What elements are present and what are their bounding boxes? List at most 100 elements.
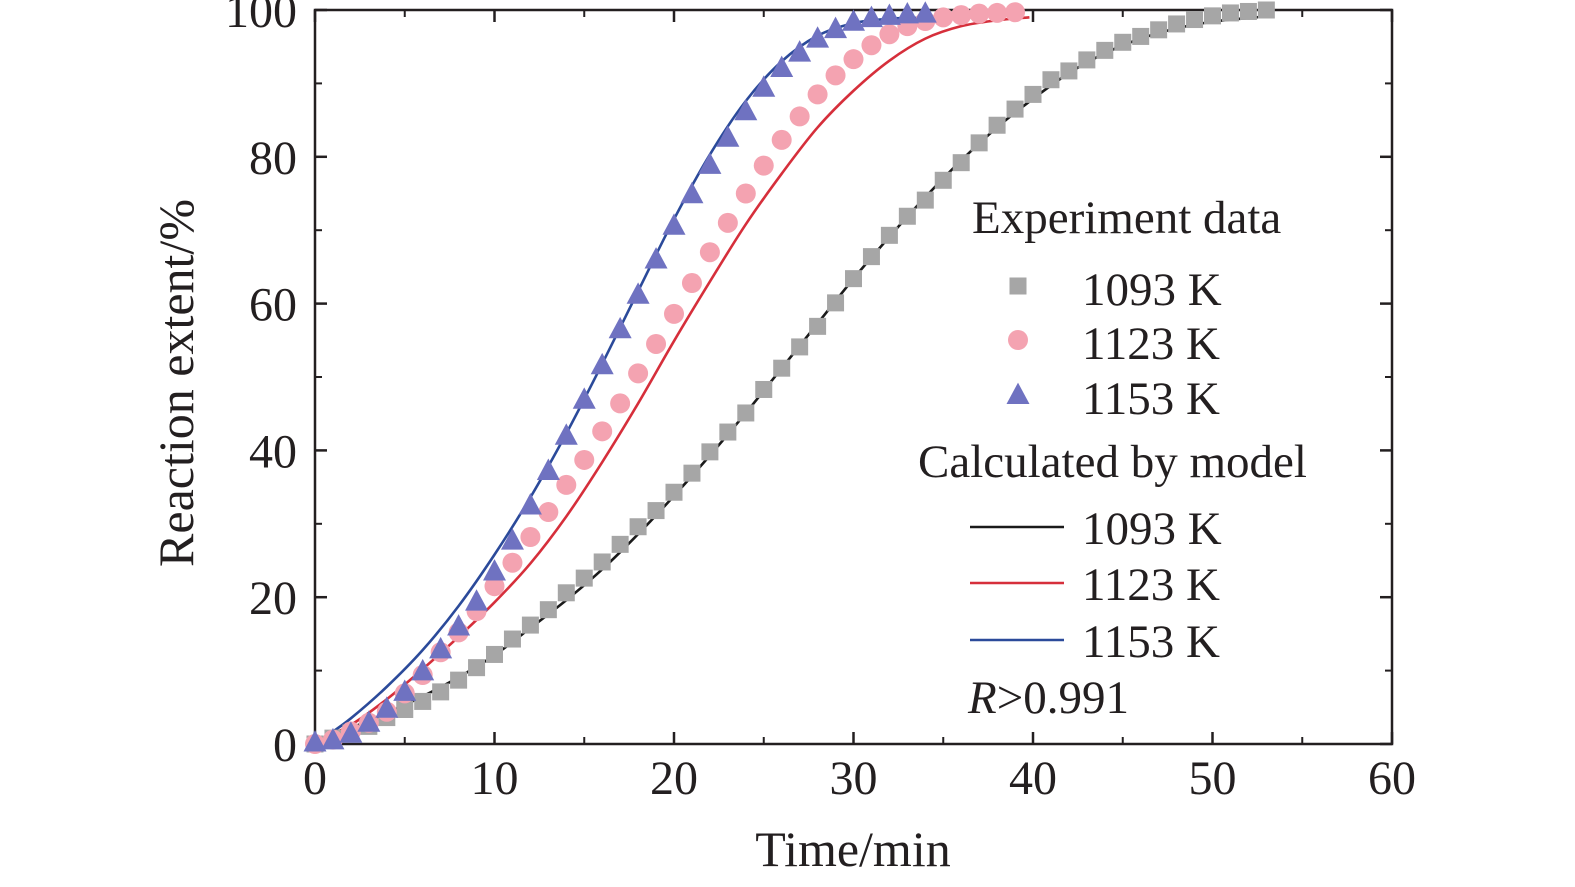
data-point (951, 5, 972, 26)
data-point (681, 273, 702, 294)
legend-model-label: 1153 K (1082, 616, 1220, 668)
data-point (879, 24, 900, 45)
data-point (824, 16, 848, 39)
data-point (503, 630, 521, 648)
data-point (862, 248, 880, 266)
data-point (1006, 100, 1024, 118)
data-point (521, 616, 539, 634)
x-tick-label: 10 (471, 752, 519, 805)
legend-r-annotation: R>0.991 (967, 672, 1129, 724)
data-point (933, 7, 954, 28)
data-point (593, 553, 611, 571)
data-point (825, 65, 846, 86)
legend-model-heading: Calculated by model (918, 436, 1307, 488)
x-tick-label: 40 (1009, 752, 1057, 805)
legend-marker-circle (1008, 330, 1028, 350)
data-point (483, 559, 506, 581)
data-point (1042, 71, 1060, 89)
data-point (861, 35, 882, 56)
data-point (735, 183, 756, 204)
legend-experiment-label: 1123 K (1082, 318, 1220, 370)
y-tick-label: 20 (249, 572, 297, 625)
experiment-series-1153-k (303, 1, 937, 752)
data-point (429, 636, 453, 659)
data-point (502, 552, 523, 573)
data-point (665, 483, 683, 501)
data-point (484, 576, 505, 597)
data-point (698, 152, 722, 174)
data-point (680, 181, 704, 204)
data-point (1150, 21, 1168, 39)
experiment-series-1123-k (305, 2, 1026, 754)
legend-model-label: 1123 K (1082, 559, 1220, 611)
r-value: >0.991 (997, 672, 1129, 724)
data-point (898, 207, 916, 225)
legend-marker-square (1009, 277, 1027, 295)
data-point (414, 692, 432, 710)
data-point (628, 363, 649, 384)
data-point (752, 75, 776, 97)
data-point (717, 212, 738, 233)
data-point (827, 294, 845, 312)
data-point (339, 721, 363, 743)
data-point (1024, 85, 1042, 103)
data-point (845, 270, 862, 288)
x-tick-label: 50 (1189, 752, 1237, 805)
data-point (880, 226, 898, 244)
data-point (753, 155, 774, 176)
y-tick-label: 0 (273, 719, 297, 772)
data-point (432, 683, 450, 701)
data-point (450, 671, 468, 689)
data-point (357, 710, 381, 732)
data-point (575, 569, 593, 587)
data-point (806, 26, 830, 48)
x-axis-title: Time/min (755, 821, 950, 877)
data-point (447, 614, 471, 636)
data-point (789, 106, 810, 127)
legend-experiment-heading: Experiment data (972, 192, 1281, 244)
data-point (969, 3, 990, 24)
data-point (771, 129, 792, 150)
data-point (773, 359, 791, 377)
x-tick-label: 30 (830, 752, 878, 805)
r-symbol: R (967, 672, 997, 724)
data-point (970, 134, 988, 152)
data-point (554, 423, 578, 445)
data-point (1078, 51, 1096, 69)
data-point (611, 535, 629, 553)
data-point (842, 9, 865, 31)
x-tick-label: 20 (650, 752, 698, 805)
data-point (791, 338, 809, 356)
data-point (913, 1, 937, 23)
data-point (538, 502, 559, 523)
data-point (518, 493, 542, 515)
data-point (716, 125, 740, 147)
data-point (737, 404, 755, 422)
data-point (1257, 1, 1275, 19)
data-point (396, 701, 414, 719)
legend: Experiment data Calculated by model 1093… (918, 192, 1307, 724)
data-point (556, 474, 577, 495)
data-point (1204, 7, 1221, 25)
data-point (557, 584, 575, 602)
data-point (1060, 62, 1078, 80)
plot-frame (313, 8, 1394, 746)
data-point (843, 49, 864, 70)
data-point (610, 393, 631, 414)
legend-model-label: 1093 K (1082, 503, 1222, 555)
data-point (393, 679, 417, 701)
y-tick-label: 60 (249, 279, 297, 332)
legend-experiment-label: 1153 K (1082, 373, 1220, 425)
data-point (536, 458, 560, 480)
y-axis-title: Reaction extent/% (148, 199, 204, 567)
data-point (574, 449, 595, 470)
y-tick-label: 40 (249, 425, 297, 478)
data-point (303, 730, 327, 752)
model-line-1123-k (325, 16, 1030, 738)
data-point (770, 55, 794, 77)
data-point (916, 191, 934, 209)
data-point (788, 40, 812, 62)
